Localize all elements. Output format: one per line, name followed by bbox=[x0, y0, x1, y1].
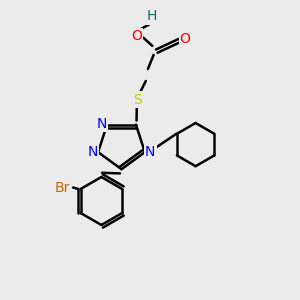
Text: N: N bbox=[88, 145, 98, 159]
Text: O: O bbox=[131, 29, 142, 43]
Text: H: H bbox=[146, 10, 157, 23]
Text: N: N bbox=[97, 117, 107, 131]
Text: S: S bbox=[134, 93, 142, 106]
Text: N: N bbox=[145, 145, 155, 159]
Text: O: O bbox=[180, 32, 190, 46]
Text: Br: Br bbox=[55, 181, 70, 194]
